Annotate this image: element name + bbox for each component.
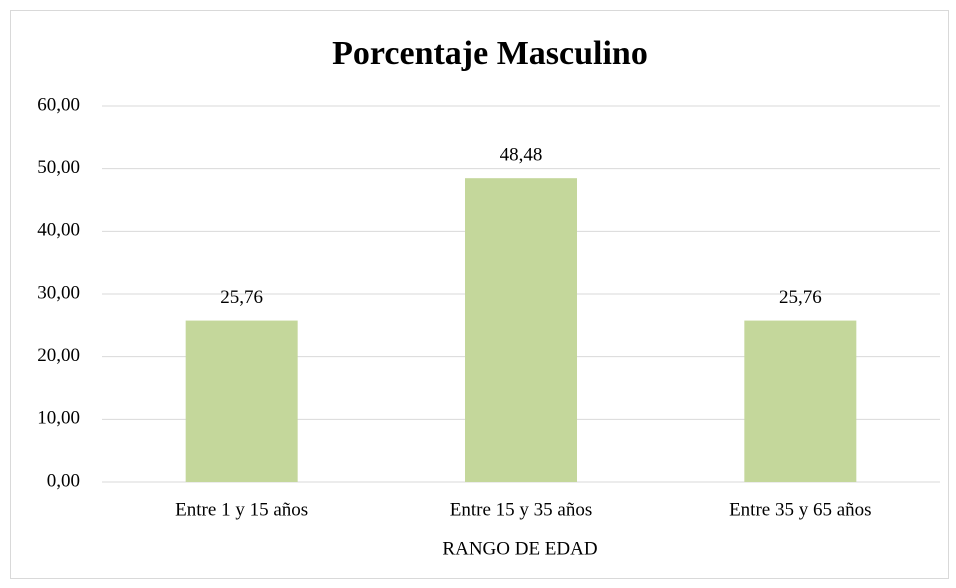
- x-tick-label: Entre 15 y 35 años: [450, 499, 592, 520]
- y-tick-label: 40,00: [37, 220, 80, 241]
- x-axis-label: RANGO DE EDAD: [442, 538, 597, 559]
- y-tick-label: 30,00: [37, 282, 80, 303]
- bar: [465, 178, 577, 482]
- x-tick-label: Entre 1 y 15 años: [175, 499, 308, 520]
- y-tick-label: 60,00: [37, 94, 80, 115]
- data-label: 25,76: [220, 287, 263, 308]
- y-tick-label: 50,00: [37, 157, 80, 178]
- data-label: 48,48: [500, 145, 543, 166]
- bar: [744, 320, 857, 482]
- y-tick-label: 10,00: [37, 408, 80, 429]
- y-tick-label: 20,00: [37, 345, 80, 366]
- chart-title: Porcentaje Masculino: [332, 35, 648, 72]
- data-label: 25,76: [779, 287, 822, 308]
- y-tick-label: 0,00: [47, 470, 80, 491]
- bar: [185, 320, 298, 482]
- x-tick-label: Entre 35 y 65 años: [729, 499, 871, 520]
